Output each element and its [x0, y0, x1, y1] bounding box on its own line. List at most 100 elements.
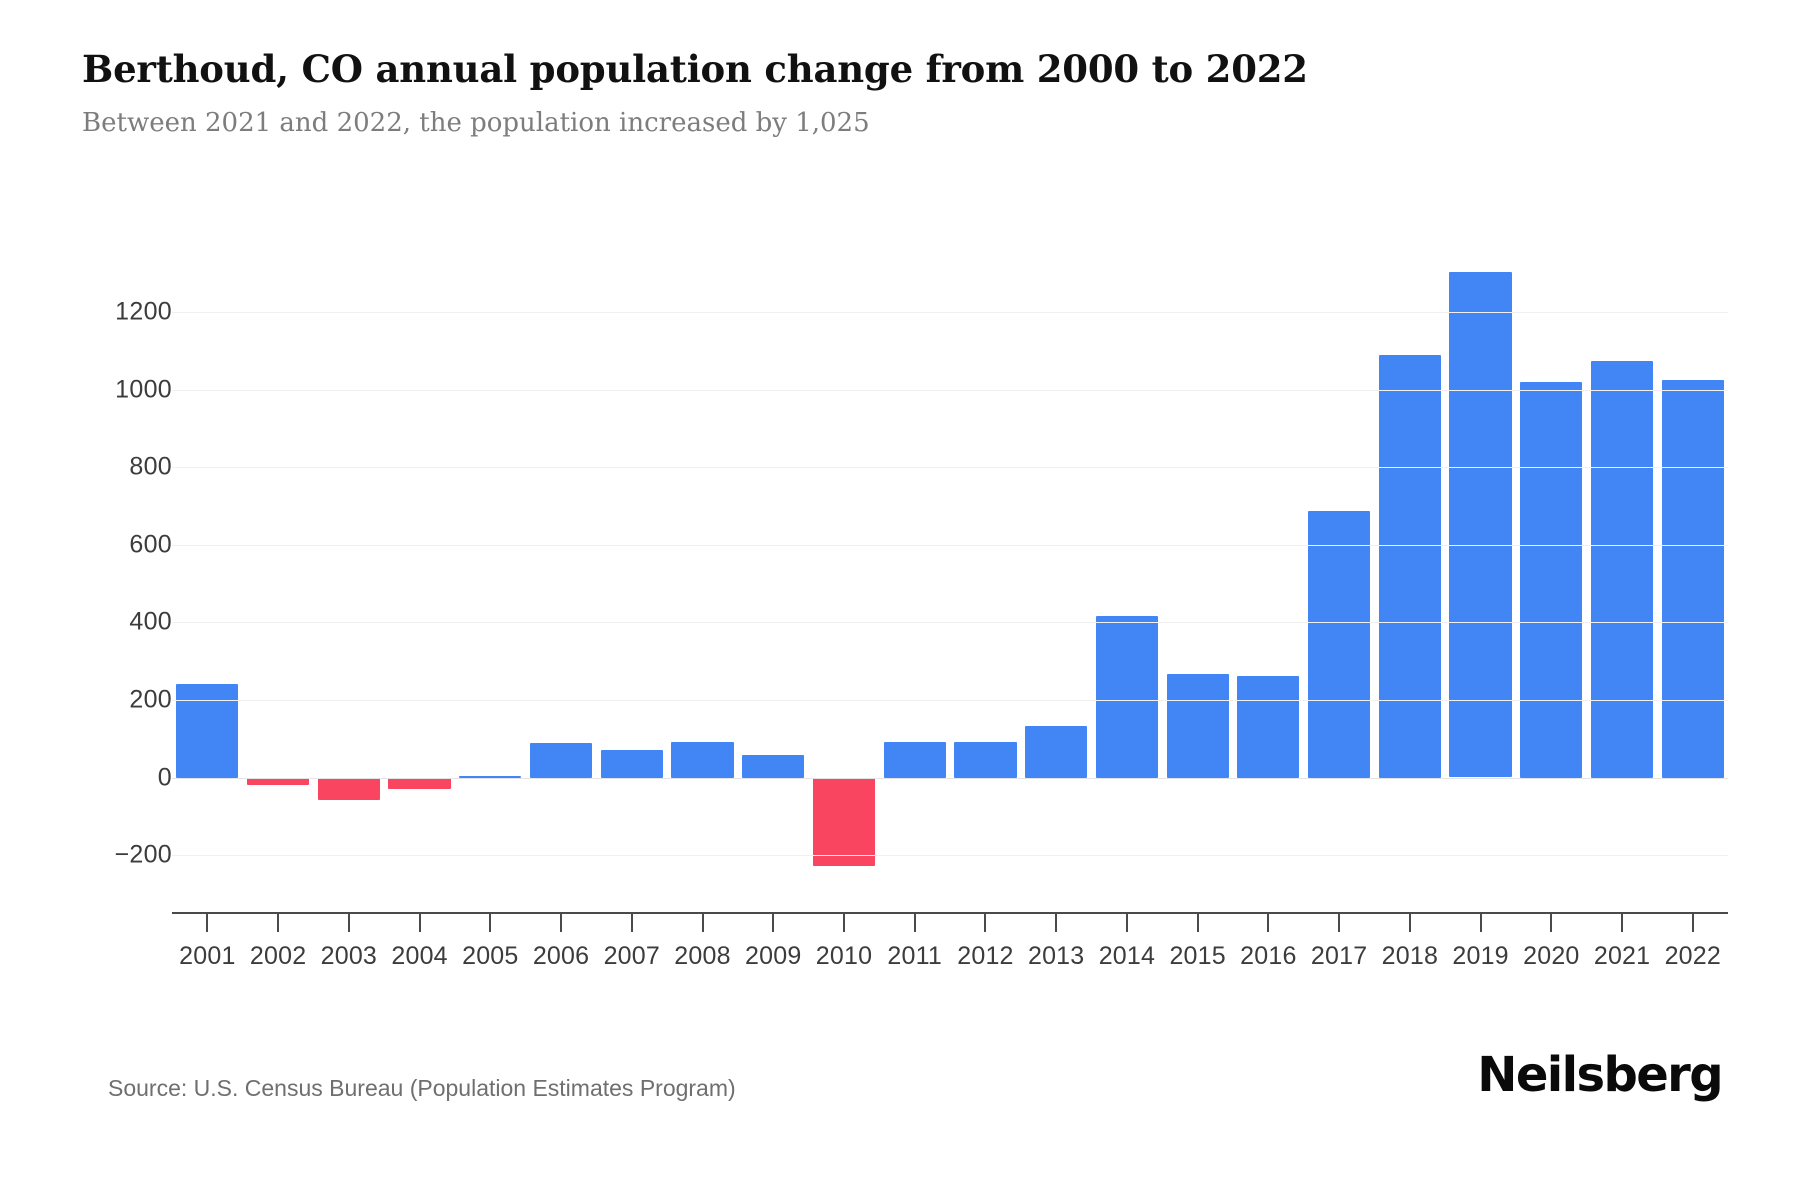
- bar-slot: [455, 250, 526, 890]
- x-tick-mark: [913, 912, 916, 932]
- bar[interactable]: [246, 777, 310, 786]
- bar-slot: [243, 250, 314, 890]
- x-tick: [1516, 912, 1587, 934]
- x-tick-label: 2004: [391, 942, 448, 970]
- bar[interactable]: [1661, 379, 1724, 778]
- x-tick-mark: [701, 912, 704, 932]
- bar[interactable]: [1025, 725, 1088, 778]
- bar-slot: [1516, 250, 1587, 890]
- bar-slot: [1092, 250, 1163, 890]
- x-tick-mark: [418, 912, 421, 932]
- bar-slot: [950, 250, 1021, 890]
- bar[interactable]: [1166, 673, 1229, 778]
- x-tick: [596, 912, 667, 934]
- bar[interactable]: [1095, 616, 1159, 778]
- gridline: [172, 699, 1728, 701]
- y-tick-label: −200: [114, 840, 172, 869]
- x-axis-ticks: [172, 912, 1728, 934]
- gridline: [172, 312, 1728, 314]
- x-tick-label: 2009: [745, 942, 802, 970]
- bar-slot: [596, 250, 667, 890]
- bar[interactable]: [671, 741, 734, 778]
- bar[interactable]: [1449, 272, 1512, 778]
- x-tick-label: 2017: [1310, 942, 1368, 970]
- x-tick: [384, 912, 455, 934]
- bar[interactable]: [812, 777, 876, 866]
- bar[interactable]: [388, 777, 451, 790]
- bar-slot: [1304, 250, 1375, 890]
- gridline: [172, 467, 1728, 469]
- page-title: Berthoud, CO annual population change fr…: [82, 47, 1308, 91]
- x-tick-mark: [1125, 912, 1128, 932]
- x-tick: [1587, 912, 1658, 934]
- y-tick-label: 800: [129, 452, 172, 481]
- gridline: [172, 855, 1728, 857]
- x-tick-mark: [277, 912, 280, 932]
- x-tick-mark: [842, 912, 845, 932]
- bar-slot: [1657, 250, 1728, 890]
- bar-slot: [313, 250, 384, 890]
- bar-slot: [172, 250, 243, 890]
- x-tick: [667, 912, 738, 934]
- y-tick-label: 1200: [115, 297, 172, 326]
- x-tick: [1304, 912, 1375, 934]
- bar-slot: [738, 250, 809, 890]
- bar-slot: [809, 250, 880, 890]
- x-tick: [313, 912, 384, 934]
- x-tick-mark: [206, 912, 209, 932]
- x-tick: [1162, 912, 1233, 934]
- bar-slot: [667, 250, 738, 890]
- x-tick-label: 2007: [603, 942, 660, 970]
- bar[interactable]: [1237, 675, 1300, 778]
- bar[interactable]: [529, 743, 593, 778]
- chart-footer: Source: U.S. Census Bureau (Population E…: [0, 1047, 1800, 1155]
- x-tick-label: 2012: [957, 942, 1014, 970]
- x-tick-mark: [1621, 912, 1624, 932]
- x-tick-mark: [1267, 912, 1270, 932]
- bar[interactable]: [600, 750, 663, 778]
- x-tick: [243, 912, 314, 934]
- y-tick-label: 600: [129, 530, 172, 559]
- x-tick: [950, 912, 1021, 934]
- x-tick-label: 2013: [1027, 942, 1085, 970]
- x-tick-label: 2019: [1452, 942, 1509, 970]
- x-tick-mark: [560, 912, 563, 932]
- x-tick: [172, 912, 243, 934]
- x-tick: [1445, 912, 1516, 934]
- zero-line: [172, 777, 1728, 779]
- bar[interactable]: [954, 741, 1017, 778]
- x-tick: [1092, 912, 1163, 934]
- bar[interactable]: [1378, 354, 1441, 778]
- x-tick-label: 2014: [1098, 942, 1156, 970]
- bar[interactable]: [883, 741, 946, 778]
- bar[interactable]: [459, 775, 522, 778]
- x-tick-mark: [1338, 912, 1341, 932]
- bar[interactable]: [1590, 361, 1654, 778]
- x-tick: [879, 912, 950, 934]
- bar[interactable]: [1520, 381, 1583, 778]
- x-tick-label: 2010: [815, 942, 873, 970]
- x-tick: [1021, 912, 1092, 934]
- bar[interactable]: [1307, 510, 1371, 778]
- x-tick-label: 2011: [887, 942, 942, 970]
- x-tick-label: 2016: [1240, 942, 1297, 970]
- bar-slot: [526, 250, 597, 890]
- x-tick-mark: [1691, 912, 1694, 932]
- bar[interactable]: [742, 755, 805, 778]
- x-tick-label: 2005: [462, 942, 519, 970]
- bar[interactable]: [317, 777, 380, 800]
- x-tick-mark: [1479, 912, 1482, 932]
- bar-slot: [1162, 250, 1233, 890]
- x-tick-label: 2020: [1523, 942, 1580, 970]
- bar[interactable]: [176, 683, 239, 778]
- x-tick: [455, 912, 526, 934]
- y-axis: −200 0 200 400 600 800 1000 1200: [0, 250, 172, 890]
- y-tick-label: 400: [129, 607, 172, 636]
- neilsberg-logo: Neilsberg: [1477, 1047, 1723, 1103]
- x-tick-label: 2022: [1664, 942, 1721, 970]
- chart-subtitle: Between 2021 and 2022, the population in…: [82, 107, 870, 138]
- x-tick-label: 2008: [674, 942, 731, 970]
- x-tick-label: 2006: [532, 942, 590, 970]
- bar-slot: [1587, 250, 1658, 890]
